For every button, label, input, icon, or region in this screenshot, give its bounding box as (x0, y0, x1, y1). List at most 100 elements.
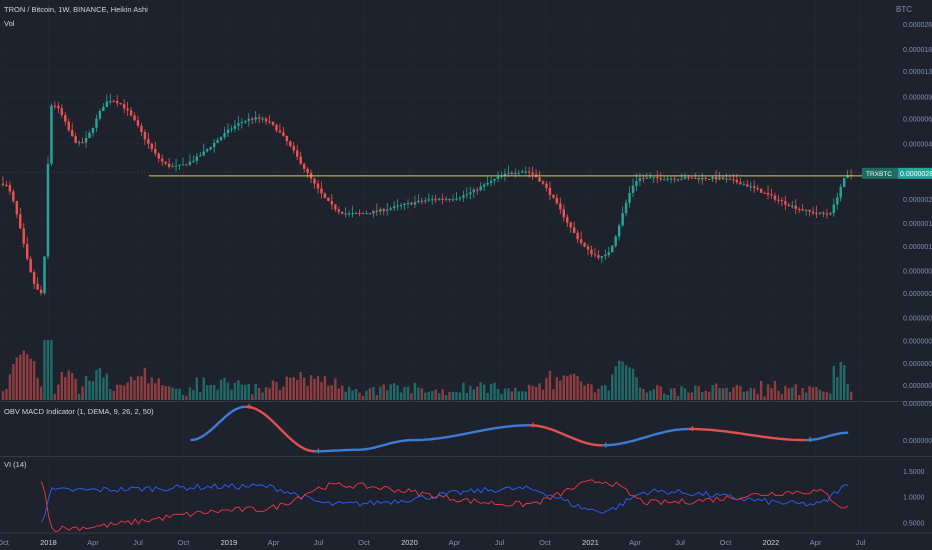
price-tick-label: 0.00000200 (903, 197, 932, 204)
candle-body (375, 210, 379, 212)
candle-body (389, 208, 392, 210)
candle-body (458, 197, 462, 199)
volume-bar (732, 387, 735, 400)
candle-body (752, 186, 756, 189)
candle-body (115, 101, 119, 104)
time-tick-label: Oct (720, 538, 733, 547)
volume-bar (770, 388, 773, 400)
time-tick-label: Apr (268, 538, 280, 547)
volume-bar (323, 376, 327, 400)
candle-body (496, 176, 500, 179)
volume-bar (161, 385, 164, 400)
volume-bar (327, 385, 330, 400)
volume-bar (396, 385, 399, 400)
candle-body (74, 136, 77, 143)
candle-body (247, 118, 250, 121)
volume-bar (714, 383, 718, 400)
candle-body (46, 163, 50, 257)
volume-bar (829, 393, 832, 400)
candle-body (109, 101, 112, 103)
volume-bar (832, 365, 836, 400)
candle-body (379, 209, 382, 212)
volume-bar (5, 389, 8, 400)
volume-bar (413, 382, 417, 400)
volume-bar (417, 387, 420, 400)
volume-bar (43, 340, 46, 400)
time-tick-label: Apr (629, 538, 641, 547)
volume-bar (465, 393, 469, 400)
volume-bar (572, 373, 576, 400)
volume-bar (742, 391, 746, 400)
candle-body (462, 195, 465, 198)
volume-bar (524, 391, 527, 400)
candle-body (53, 105, 57, 107)
volume-bar (379, 386, 382, 400)
candle-body (88, 132, 91, 139)
volume-bar (70, 372, 74, 400)
volume-bar (1, 391, 5, 400)
candle-body (801, 209, 804, 211)
candle-body (621, 213, 624, 226)
candle-body (527, 171, 531, 173)
candle-body (36, 283, 39, 290)
price-tick-label: 0.00000035 (903, 316, 932, 323)
candle-body (583, 242, 586, 247)
candle-body (219, 137, 223, 141)
candle-body (635, 181, 638, 186)
volume-bar (264, 387, 268, 400)
volume-bar (254, 384, 257, 400)
volume-bar (586, 383, 590, 400)
volume-bar (344, 391, 347, 400)
volume-bar (46, 340, 50, 400)
volume-bar (836, 377, 839, 400)
candle-body (666, 178, 669, 180)
candle-body (659, 178, 662, 180)
candle-body (244, 120, 247, 123)
candle-body (822, 212, 825, 214)
volume-bar (458, 392, 462, 400)
volume-bar (351, 390, 354, 400)
volume-bar (839, 362, 842, 400)
volume-bar (462, 382, 465, 400)
candle-body (399, 205, 403, 207)
candle-body (50, 105, 53, 164)
candle-body (476, 189, 479, 191)
volume-bar (548, 370, 552, 400)
volume-bar (337, 388, 340, 400)
volume-bar (112, 391, 115, 400)
volume-bar (521, 391, 524, 400)
obv-macd-line (245, 405, 316, 453)
time-tick-label: Jul (495, 538, 505, 547)
candle-body (566, 217, 569, 223)
candle-body (43, 256, 46, 294)
candle-body (836, 197, 839, 205)
volume-bar (431, 390, 434, 400)
candle-body (656, 177, 659, 179)
candle-body (67, 121, 70, 131)
candle-body (517, 172, 520, 174)
volume-bar (555, 377, 559, 400)
volume-bar (680, 386, 683, 400)
candle-body (102, 107, 105, 111)
volume-bar (804, 392, 808, 400)
obv-macd-line (529, 424, 603, 447)
candle-body (8, 185, 12, 192)
volume-bar (199, 392, 202, 400)
candle-body (254, 117, 257, 120)
volume-bar (545, 378, 548, 400)
time-tick-label: Oct (0, 538, 10, 547)
volume-bar (441, 389, 444, 400)
volume-bar (143, 367, 147, 400)
candle-body (441, 198, 444, 200)
candle-body (413, 202, 417, 205)
time-tick-label: 2022 (763, 538, 780, 547)
volume-bar (822, 391, 825, 400)
candle-body (112, 101, 115, 103)
candle-body (15, 201, 19, 215)
candle-body (327, 197, 330, 202)
volume-bar (171, 387, 174, 400)
candle-body (735, 179, 739, 183)
candle-body (251, 118, 254, 120)
candle-body (673, 178, 676, 180)
